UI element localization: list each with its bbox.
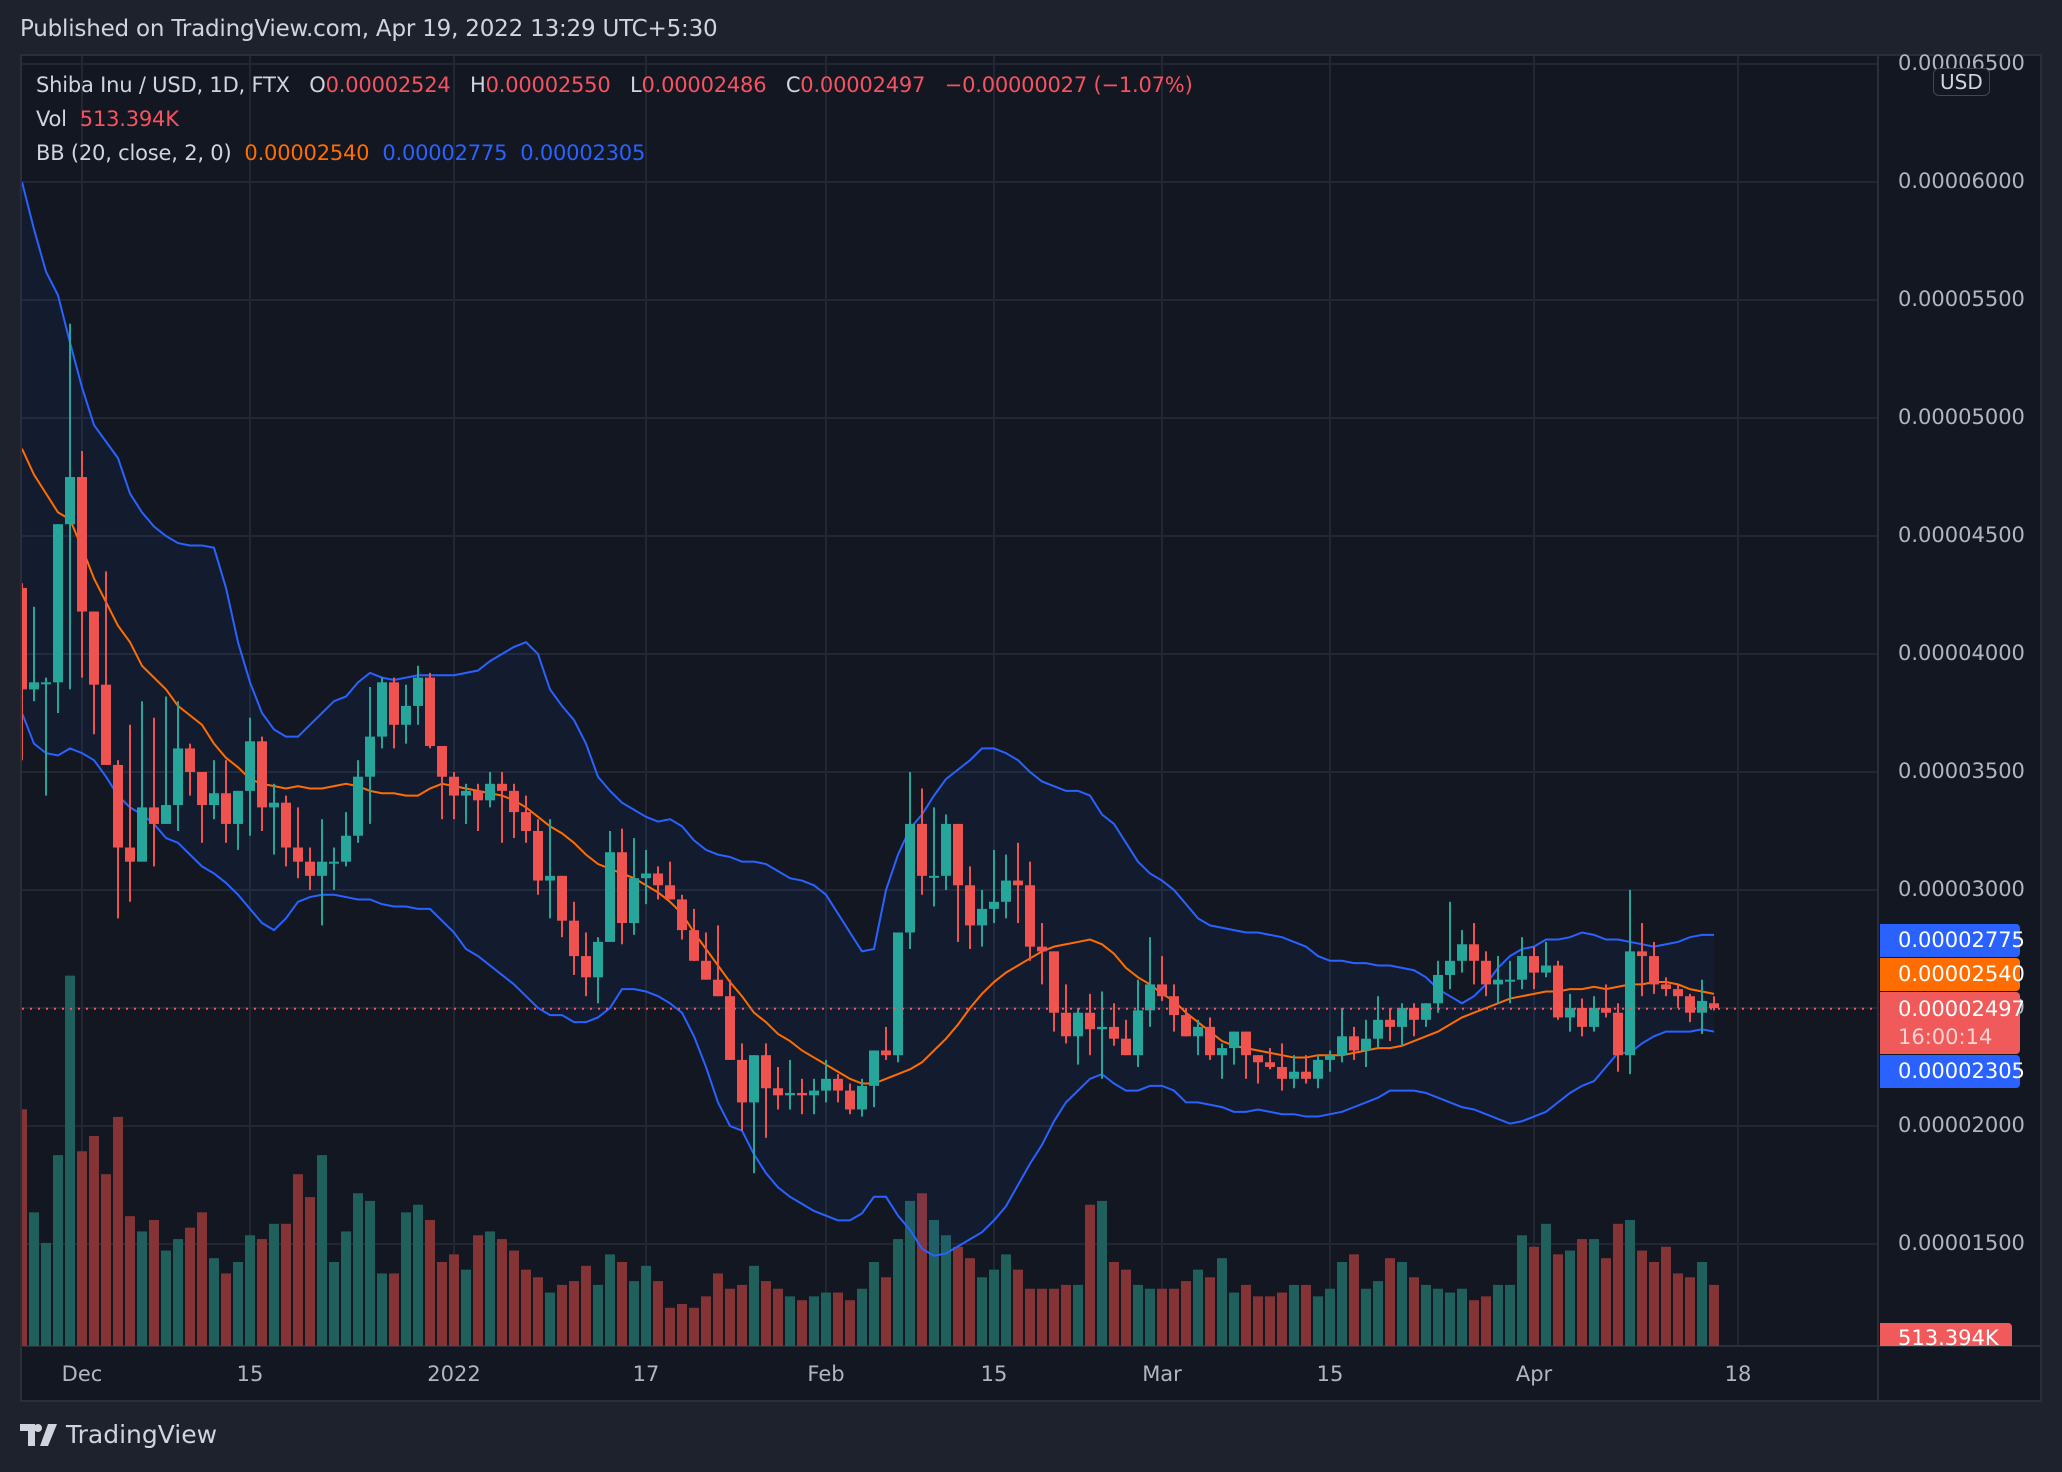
countdown-timer: 16:00:14 [1898,1025,1993,1049]
low-label: L [629,73,642,97]
time-tick-label: Feb [807,1362,845,1386]
price-tick-label: 0.00005500 [1898,287,2025,311]
low-value: 0.00002486 [641,73,767,97]
time-tick-label: 2022 [427,1362,481,1386]
price-tick-label: 0.00001500 [1898,1231,2025,1255]
time-tick-label: Dec [61,1362,103,1386]
legend-symbol-row: Shiba Inu / USD, 1D, FTX O0.00002524 H0.… [36,73,1193,97]
last-price-tag: 0.00002497 16:00:14 [1880,992,2025,1054]
high-value: 0.00002550 [485,73,611,97]
time-tick-label: 15 [980,1362,1008,1386]
volume-tag: 513.394K [1880,1323,2012,1346]
volume-value: 513.394K [79,107,179,131]
footer-brand[interactable]: TradingView [20,1420,217,1449]
price-tick-label: 0.00004500 [1898,523,2025,547]
published-caption: Published on TradingView.com, Apr 19, 20… [20,16,718,42]
symbol-title[interactable]: Shiba Inu / USD, 1D, FTX [36,73,290,97]
bb-basis-value: 0.00002540 [244,141,370,165]
currency-badge[interactable]: USD [1933,68,1990,96]
open-label: O [309,73,326,97]
chart-frame [20,54,2042,1402]
open-value: 0.00002524 [325,73,451,97]
time-tick-label: 15 [236,1362,264,1386]
change-value: −0.00000027 (−1.07%) [944,73,1193,97]
bb-lower-tag: 0.00002305 [1880,1055,2025,1088]
price-tick-label: 0.00002000 [1898,1113,2025,1137]
price-tick-label: 0.00003500 [1898,759,2025,783]
close-label: C [785,73,801,97]
time-tick-label: Apr [1515,1362,1553,1386]
bb-upper-tag: 0.00002775 [1880,924,2025,957]
price-tick-label: 0.00004000 [1898,641,2025,665]
price-tick-label: 0.00005000 [1898,405,2025,429]
close-value: 0.00002497 [800,73,926,97]
time-tick-label: 18 [1724,1362,1752,1386]
legend-volume-row: Vol 513.394K [36,107,179,131]
bb-lower-value: 0.00002305 [520,141,646,165]
price-tick-label: 0.00006000 [1898,169,2025,193]
high-label: H [469,73,486,97]
last-price-value: 0.00002497 [1898,997,2025,1021]
time-tick-label: Mar [1142,1362,1182,1386]
brand-name: TradingView [66,1420,218,1449]
bb-basis-tag: 0.00002540 [1880,958,2025,991]
time-tick-label: 15 [1316,1362,1344,1386]
price-tick-label: 0.00003000 [1898,877,2025,901]
tradingview-logo-icon [20,1423,57,1446]
legend-bb-row: BB (20, close, 2, 0) 0.00002540 0.000027… [36,141,645,165]
volume-label[interactable]: Vol [36,107,67,131]
bb-upper-value: 0.00002775 [382,141,508,165]
bb-label[interactable]: BB (20, close, 2, 0) [36,141,232,165]
time-tick-label: 17 [632,1362,660,1386]
